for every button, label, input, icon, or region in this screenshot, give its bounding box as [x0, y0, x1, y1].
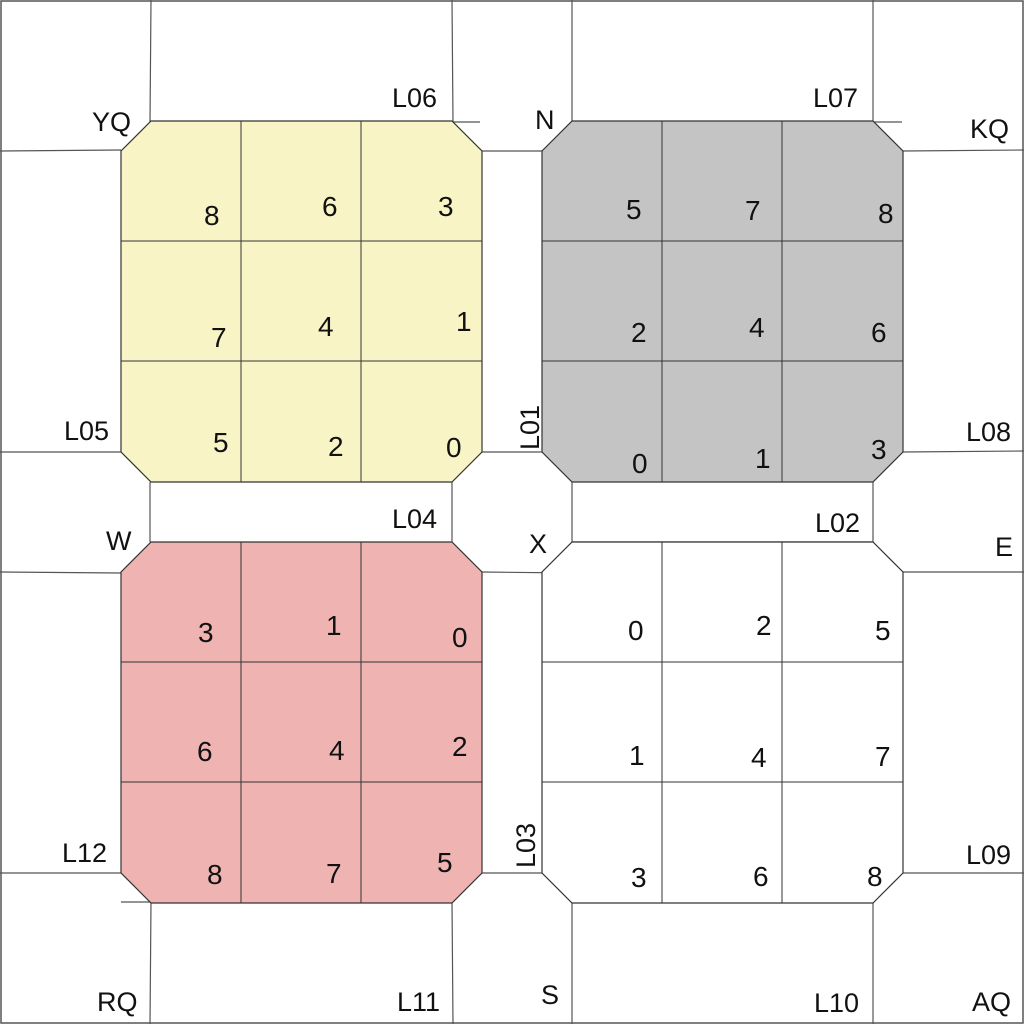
cell-number: 6 [753, 861, 769, 892]
cells-bottom-left: 3 1 0 6 4 2 8 7 5 [197, 610, 468, 890]
cells-top-left: 8 6 3 7 4 1 5 2 0 [204, 191, 472, 463]
cell-number: 3 [198, 617, 214, 648]
cell-number: 7 [211, 322, 227, 353]
label-x: X [529, 529, 547, 559]
cell-number: 8 [204, 200, 220, 231]
cell-number: 4 [318, 311, 334, 342]
cells-top-right: 5 7 8 2 4 6 0 1 3 [626, 194, 894, 479]
cell-number: 3 [631, 862, 647, 893]
label-l04: L04 [392, 504, 437, 534]
label-l08: L08 [966, 417, 1011, 447]
label-l12: L12 [62, 838, 107, 868]
cell-number: 1 [326, 610, 342, 641]
cell-number: 6 [871, 317, 887, 348]
label-aq: AQ [972, 987, 1011, 1017]
cell-number: 1 [456, 306, 472, 337]
cell-number: 6 [197, 736, 213, 767]
cell-number: 1 [755, 443, 771, 474]
cell-number: 2 [631, 317, 647, 348]
label-e: E [995, 532, 1013, 562]
cell-number: 0 [452, 622, 468, 653]
label-kq: KQ [970, 114, 1009, 144]
cell-number: 4 [749, 312, 765, 343]
cell-number: 0 [446, 432, 462, 463]
label-l03: L03 [511, 823, 541, 868]
cell-number: 8 [878, 198, 894, 229]
cells-bottom-right: 0 2 5 1 4 7 3 6 8 [628, 610, 891, 893]
cell-number: 3 [871, 434, 887, 465]
label-l10: L10 [814, 988, 859, 1018]
label-l09: L09 [966, 840, 1011, 870]
cell-number: 1 [629, 740, 645, 771]
cell-number: 5 [626, 194, 642, 225]
label-l11: L11 [397, 987, 440, 1017]
label-s: S [541, 980, 559, 1010]
label-n: N [535, 105, 555, 135]
label-rq: RQ [97, 987, 138, 1017]
cell-number: 7 [745, 195, 761, 226]
cell-number: 8 [867, 861, 883, 892]
cell-number: 2 [756, 610, 772, 641]
cell-number: 3 [438, 191, 454, 222]
cell-number: 0 [632, 448, 648, 479]
label-l01: L01 [515, 405, 545, 450]
cell-number: 5 [437, 847, 453, 878]
cell-number: 4 [329, 735, 345, 766]
block-bottom-right [541, 541, 904, 904]
label-yq: YQ [92, 107, 131, 137]
cell-number: 4 [751, 742, 767, 773]
cell-number: 6 [322, 191, 338, 222]
cell-number: 2 [452, 731, 468, 762]
block-bottom-left [120, 541, 483, 904]
cell-number: 7 [875, 741, 891, 772]
cell-number: 5 [213, 427, 229, 458]
block-top-left [120, 120, 483, 483]
cell-number: 8 [207, 859, 223, 890]
label-l06: L06 [392, 83, 437, 113]
cell-number: 5 [875, 615, 891, 646]
map-labels: YQ L06 N L07 KQ L05 L01 L08 W L04 X L02 … [62, 83, 1013, 1018]
cell-number: 2 [328, 431, 344, 462]
label-l02: L02 [815, 508, 860, 538]
label-w: W [106, 526, 132, 556]
label-l07: L07 [813, 83, 858, 113]
label-l05: L05 [64, 416, 109, 446]
cell-number: 7 [326, 858, 342, 889]
cell-number: 0 [628, 615, 644, 646]
block-top-right [541, 120, 904, 483]
